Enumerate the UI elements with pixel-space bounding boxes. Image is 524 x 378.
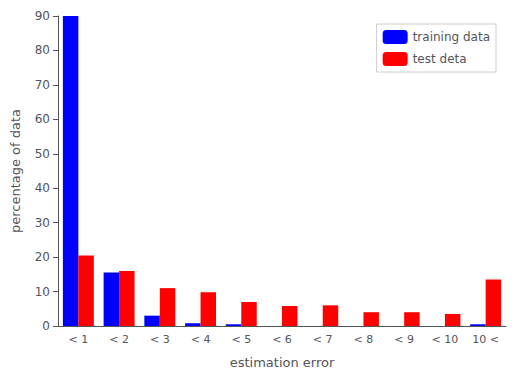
svg-text:10: 10 [35,285,50,299]
svg-text:< 6: < 6 [272,333,292,346]
svg-text:< 5: < 5 [231,333,251,346]
svg-text:0: 0 [42,319,50,333]
svg-text:80: 80 [35,43,50,57]
svg-text:40: 40 [35,181,50,195]
svg-text:60: 60 [35,112,50,126]
svg-text:estimation error: estimation error [230,355,335,370]
svg-text:< 7: < 7 [313,333,333,346]
svg-text:< 9: < 9 [394,333,414,346]
svg-text:< 4: < 4 [191,333,211,346]
svg-text:test deta: test deta [413,52,467,66]
svg-text:< 1: < 1 [69,333,89,346]
svg-text:< 3: < 3 [150,333,170,346]
svg-text:90: 90 [35,9,50,23]
svg-text:< 8: < 8 [354,333,374,346]
svg-text:< 2: < 2 [109,333,129,346]
svg-text:20: 20 [35,250,50,264]
svg-text:10 <: 10 < [472,333,499,346]
svg-text:< 10: < 10 [432,333,459,346]
svg-text:30: 30 [35,216,50,230]
svg-text:percentage of data: percentage of data [8,109,23,233]
svg-text:training data: training data [413,30,490,44]
svg-text:50: 50 [35,147,50,161]
svg-text:70: 70 [35,78,50,92]
